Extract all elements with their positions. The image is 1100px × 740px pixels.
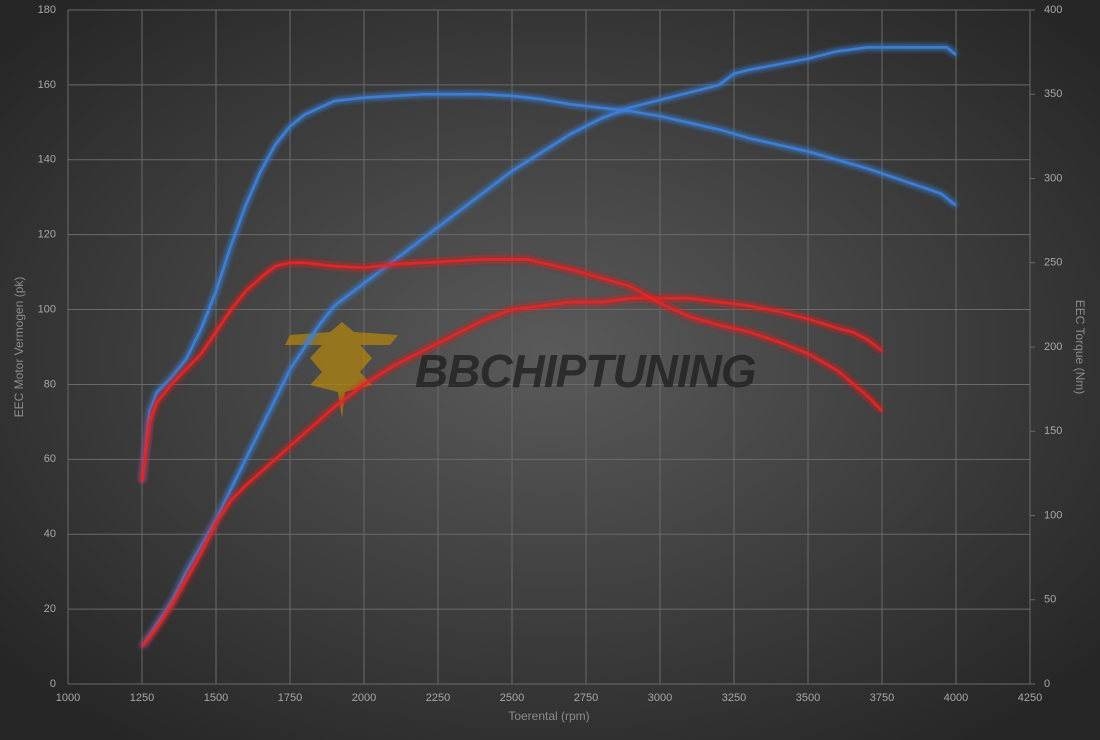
y-tick-label: 40	[44, 528, 56, 540]
x-tick-label: 3000	[648, 692, 672, 704]
x-tick-label: 4250	[1018, 692, 1042, 704]
x-tick-label: 1750	[278, 692, 302, 704]
x-tick-label: 1500	[204, 692, 228, 704]
y-tick-label: 120	[38, 229, 56, 241]
x-tick-label: 1000	[56, 692, 80, 704]
y2-tick-label: 200	[1044, 341, 1062, 353]
y-tick-label: 100	[38, 303, 56, 315]
x-tick-label: 2250	[426, 692, 450, 704]
y2-tick-label: 50	[1044, 594, 1056, 606]
series-line	[141, 297, 883, 648]
y2-tick-label: 300	[1044, 172, 1062, 184]
y2-tick-label: 400	[1044, 4, 1062, 16]
y-axis-title: EEC Motor Vermogen (pk)	[12, 277, 26, 418]
y2-tick-label: 100	[1044, 509, 1062, 521]
x-axis-title: Toerental (rpm)	[508, 709, 589, 723]
y-tick-label: 140	[38, 154, 56, 166]
y2-axis-title: EEC Torque (Nm)	[1073, 300, 1087, 394]
x-tick-label: 2500	[500, 692, 524, 704]
y-tick-label: 60	[44, 453, 56, 465]
series-line	[140, 258, 883, 482]
watermark: BBCHIPTUNING	[415, 345, 756, 397]
y-tick-label: 80	[44, 378, 56, 390]
x-tick-label: 2000	[352, 692, 376, 704]
y2-tick-label: 150	[1044, 425, 1062, 437]
y-tick-label: 160	[38, 79, 56, 91]
series-line	[140, 46, 957, 648]
x-tick-label: 4000	[944, 692, 968, 704]
grid: 1000 1250 1500 1750 2000 2250 2500 2750 3000 3250…	[38, 4, 1063, 704]
y-tick-label: 20	[44, 603, 56, 615]
y2-tick-label: 250	[1044, 257, 1062, 269]
y2-tick-label: 0	[1044, 678, 1050, 690]
x-tick-label: 3250	[722, 692, 746, 704]
x-tick-label: 3750	[870, 692, 894, 704]
x-tick-label: 1250	[130, 692, 154, 704]
watermark-logo	[285, 322, 398, 418]
x-tick-label: 3500	[796, 692, 820, 704]
plot	[140, 46, 957, 648]
x-tick-label: 2750	[574, 692, 598, 704]
y2-tick-label: 350	[1044, 88, 1062, 100]
y-tick-label: 180	[38, 4, 56, 16]
y-tick-label: 0	[50, 678, 56, 690]
series-line	[140, 93, 957, 482]
